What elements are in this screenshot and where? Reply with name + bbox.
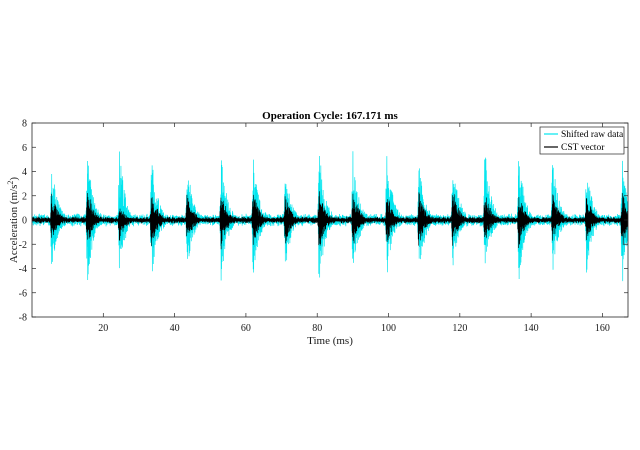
x-tick-label: 40 (170, 323, 180, 334)
y-tick-label: 4 (22, 167, 27, 178)
series-line-cst-vector (32, 191, 628, 250)
x-tick-label: 120 (452, 323, 467, 334)
y-tick-label: 0 (22, 216, 27, 227)
y-axis-label-end: ) (8, 177, 20, 181)
legend-box (539, 126, 625, 155)
y-axis-label-main: Acceleration (m/s (8, 185, 20, 264)
y-tick-label: -4 (19, 264, 27, 275)
x-tick-label: 20 (98, 323, 108, 334)
chart-title: Operation Cycle: 167.171 ms (262, 110, 398, 122)
x-tick-label: 80 (312, 323, 322, 334)
x-tick-label: 100 (381, 323, 396, 334)
x-tick-label: 160 (595, 323, 610, 334)
legend-label-raw: Shifted raw data (561, 129, 624, 140)
y-axis-label: Acceleration (m/s2) (6, 177, 21, 264)
y-axis-label-sup: 2 (6, 181, 15, 185)
x-tick-label: 140 (524, 323, 539, 334)
legend-label-cst: CST vector (561, 143, 605, 153)
y-tick-label: 2 (22, 191, 27, 202)
y-tick-label: -2 (19, 240, 27, 251)
y-tick-label: -6 (19, 288, 27, 299)
legend: Shifted raw data CST vector (539, 126, 625, 155)
x-tick-label: 60 (241, 323, 251, 334)
y-tick-label: 6 (22, 143, 27, 154)
x-axis-label: Time (ms) (307, 335, 353, 347)
y-tick-label: 8 (22, 119, 27, 130)
y-tick-label: -8 (19, 313, 27, 324)
